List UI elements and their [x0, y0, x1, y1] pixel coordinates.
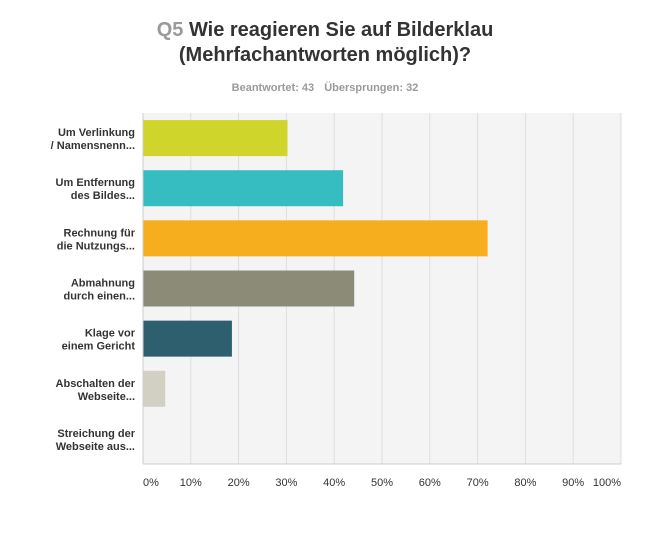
x-tick-label: 40% [323, 477, 345, 489]
skipped-count: Übersprungen: 32 [324, 82, 419, 94]
x-tick-label: 20% [228, 477, 250, 489]
bar [143, 120, 288, 157]
x-tick-label: 60% [419, 477, 441, 489]
category-label: Streichung der Webseite aus... [56, 428, 136, 453]
answered-count: Beantwortet: 43 [231, 82, 315, 94]
chart-title: Q5 Wie reagieren Sie auf Bilderklau (Meh… [0, 18, 650, 68]
category-label: Um Entfernung des Bildes... [56, 177, 135, 202]
bar [143, 370, 166, 407]
title-line-1: Q5 Wie reagieren Sie auf Bilderklau [0, 18, 650, 43]
x-tick-label: 30% [275, 477, 297, 489]
x-tick-label: 80% [514, 477, 536, 489]
x-tick-label: 10% [180, 477, 202, 489]
x-tick-label: 0% [143, 477, 159, 489]
title-line-2: (Mehrfachantworten möglich)? [178, 44, 472, 66]
bar [143, 270, 355, 307]
category-label: Abschalten der Webseite... [56, 378, 136, 403]
bar [143, 320, 232, 357]
bar [143, 220, 488, 257]
category-label: Abmahnung durch einen... [63, 278, 135, 303]
bar [143, 170, 344, 207]
x-tick-label: 70% [467, 477, 489, 489]
question-number: Q5 [156, 19, 184, 41]
category-label: Klage vor einem Gericht [62, 328, 136, 353]
x-tick-label: 90% [562, 477, 584, 489]
x-tick-label: 50% [371, 477, 393, 489]
x-tick-label: 100% [593, 477, 621, 489]
response-stats: Beantwortet: 43 Übersprungen: 32 [0, 82, 650, 94]
category-label: Rechnung für die Nutzungs... [57, 227, 136, 252]
category-label: Um Verlinkung / Namensnenn... [51, 127, 135, 152]
title-text-1: Wie reagieren Sie auf Bilderklau [188, 19, 494, 41]
